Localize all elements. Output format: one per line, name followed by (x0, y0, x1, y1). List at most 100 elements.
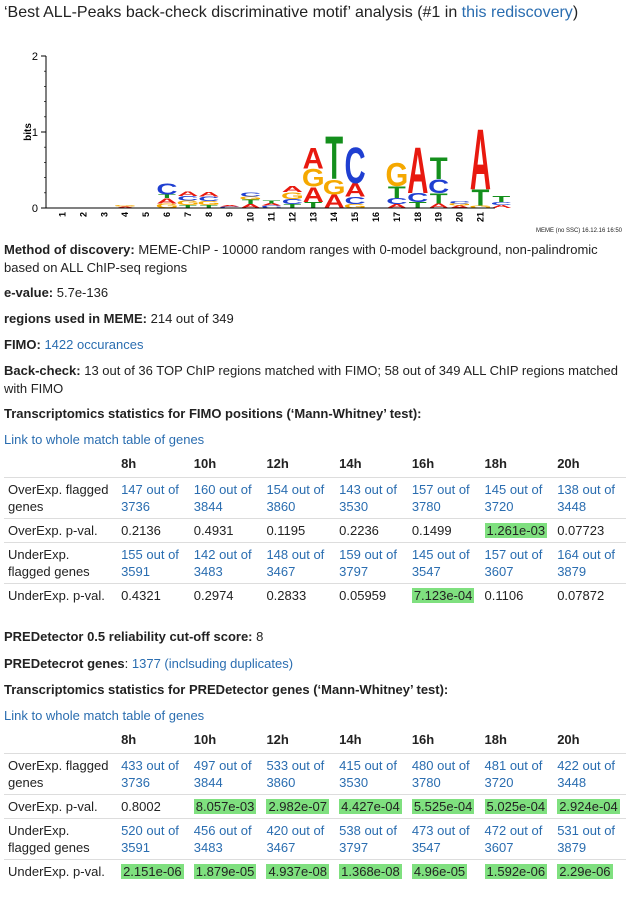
logo-letter: T (325, 126, 343, 194)
logo-letter: T (200, 204, 218, 209)
regions-used: regions used in MEME: 214 out of 349 (4, 310, 626, 328)
predetector-genes-link[interactable]: 1377 (inclsuding duplicates) (131, 656, 294, 671)
logo-position-label: 10 (246, 212, 256, 222)
flagged-genes-link[interactable]: 433 out of 3736 (121, 758, 179, 790)
flagged-genes-link[interactable]: 145 out of 3547 (411, 547, 470, 579)
flagged-genes-link[interactable]: 538 out of 3797 (339, 823, 397, 855)
table2-whole-match-link[interactable]: Link to whole match table of genes (4, 708, 205, 723)
logo-letter: T (158, 194, 176, 200)
method-text: MEME-ChIP - 10000 random ranges with 0-m… (4, 242, 598, 275)
p-value: 4.96e-05 (411, 864, 468, 879)
logo-y-tick-label: 0 (32, 203, 38, 215)
flagged-genes-link[interactable]: 145 out of 3720 (484, 482, 543, 514)
p-value-cell: 5.525e-04 (407, 794, 481, 819)
flagged-genes-link[interactable]: 473 out of 3547 (411, 823, 470, 855)
evalue-label: e-value: (4, 285, 54, 300)
p-value: 0.1106 (484, 588, 524, 603)
flagged-genes-link[interactable]: 531 out of 3879 (557, 823, 616, 855)
table-row: UnderExp. flagged genes 155 out of 3591 14… (4, 542, 626, 584)
flagged-genes-cell: 143 out of 3530 (335, 477, 408, 519)
flagged-genes-link[interactable]: 422 out of 3448 (557, 758, 616, 790)
logo-letter: G (302, 164, 325, 193)
page-title: ‘Best ALL-Peaks back-check discriminativ… (4, 4, 578, 22)
flagged-genes-cell: 157 out of 3607 (480, 542, 554, 584)
p-value: 0.07872 (557, 588, 605, 603)
flagged-genes-link[interactable]: 147 out of 3736 (121, 482, 179, 514)
logo-letter: T (179, 204, 197, 209)
logo-letter: C (156, 180, 177, 198)
logo-position-label: 6 (162, 212, 172, 217)
logo-letter: C (344, 195, 365, 207)
logo-letter: C (261, 205, 282, 208)
regions-text: 214 out of 349 (147, 311, 234, 326)
fimo-occurances-link[interactable]: 1422 occurances (44, 337, 144, 352)
flagged-genes-link[interactable]: 143 out of 3530 (339, 482, 397, 514)
flagged-genes-link[interactable]: 157 out of 3780 (411, 482, 470, 514)
flagged-genes-cell: 138 out of 3448 (553, 477, 626, 519)
logo-letter: G (197, 200, 220, 206)
flagged-genes-link[interactable]: 456 out of 3483 (193, 823, 252, 855)
table-row: UnderExp. p-val. 2.151e-06 1.879e-05 4.937e… (4, 859, 626, 883)
logo-position-label: 17 (392, 212, 402, 222)
flagged-genes-link[interactable]: 138 out of 3448 (557, 482, 616, 514)
rediscovery-link[interactable]: this rediscovery (461, 4, 573, 21)
flagged-genes-link[interactable]: 533 out of 3860 (266, 758, 325, 790)
method-label: Method of discovery: (4, 242, 135, 257)
flagged-genes-link[interactable]: 155 out of 3591 (121, 547, 179, 579)
title-prefix: ‘Best ALL-Peaks back-check discriminativ… (4, 4, 462, 21)
flagged-genes-link[interactable]: 148 out of 3467 (266, 547, 325, 579)
column-header: 12h (266, 455, 289, 471)
flagged-genes-cell: 164 out of 3879 (553, 542, 626, 584)
table1-whole-match-link[interactable]: Link to whole match table of genes (4, 432, 205, 447)
flagged-genes-cell: 420 out of 3467 (262, 818, 336, 860)
header-blank (4, 449, 117, 478)
logo-letter: G (385, 155, 408, 193)
logo-letter: T (283, 203, 301, 209)
flagged-genes-link[interactable]: 520 out of 3591 (121, 823, 179, 855)
flagged-genes-link[interactable]: 481 out of 3720 (484, 758, 543, 790)
flagged-genes-cell: 147 out of 3736 (117, 477, 190, 519)
logo-letter: T (492, 194, 510, 203)
regions-label: regions used in MEME: (4, 311, 148, 326)
row-label: OverExp. p-val. (4, 518, 118, 543)
flagged-genes-link[interactable]: 472 out of 3607 (484, 823, 543, 855)
logo-letter: T (430, 151, 448, 186)
logo-letter: A (449, 205, 470, 208)
flagged-genes-link[interactable]: 160 out of 3844 (193, 482, 252, 514)
p-value: 1.368e-08 (339, 864, 402, 879)
logo-letter: G (344, 203, 367, 209)
logo-position-label: 1 (57, 212, 67, 217)
flagged-genes-link[interactable]: 142 out of 3483 (193, 547, 252, 579)
logo-letter: C (407, 191, 428, 205)
logo-letter: A (219, 205, 240, 207)
p-value: 4.427e-04 (339, 799, 402, 814)
flagged-genes-cell: 148 out of 3467 (262, 542, 336, 584)
logo-position-label: 4 (120, 212, 130, 217)
logo-letter: A (261, 203, 282, 206)
logo-letter: C (219, 206, 240, 208)
table1-link-row: Link to whole match table of genes (4, 431, 626, 449)
p-value-cell: 2.151e-06 (117, 859, 190, 883)
flagged-genes-cell: 520 out of 3591 (117, 818, 190, 860)
p-value: 5.525e-04 (411, 799, 475, 814)
flagged-genes-link[interactable]: 164 out of 3879 (557, 547, 616, 579)
logo-position-label: 11 (266, 212, 276, 222)
flagged-genes-link[interactable]: 159 out of 3797 (339, 547, 397, 579)
flagged-genes-link[interactable]: 420 out of 3467 (266, 823, 325, 855)
logo-position-label: 21 (475, 212, 485, 222)
flagged-genes-link[interactable]: 497 out of 3844 (193, 758, 252, 790)
flagged-genes-cell: 154 out of 3860 (262, 477, 336, 519)
column-header: 16h (411, 731, 435, 747)
column-header: 8h (121, 731, 137, 747)
p-value: 0.2974 (193, 588, 234, 603)
p-value: 0.4931 (193, 523, 234, 538)
flagged-genes-link[interactable]: 154 out of 3860 (266, 482, 325, 514)
flagged-genes-link[interactable]: 415 out of 3530 (339, 758, 397, 790)
p-value: 1.879e-05 (193, 864, 257, 879)
flagged-genes-link[interactable]: 480 out of 3780 (411, 758, 470, 790)
logo-letter: G (156, 203, 179, 210)
logo-letter: G (176, 200, 199, 207)
logo-letter: T (409, 201, 427, 210)
flagged-genes-link[interactable]: 157 out of 3607 (484, 547, 543, 579)
